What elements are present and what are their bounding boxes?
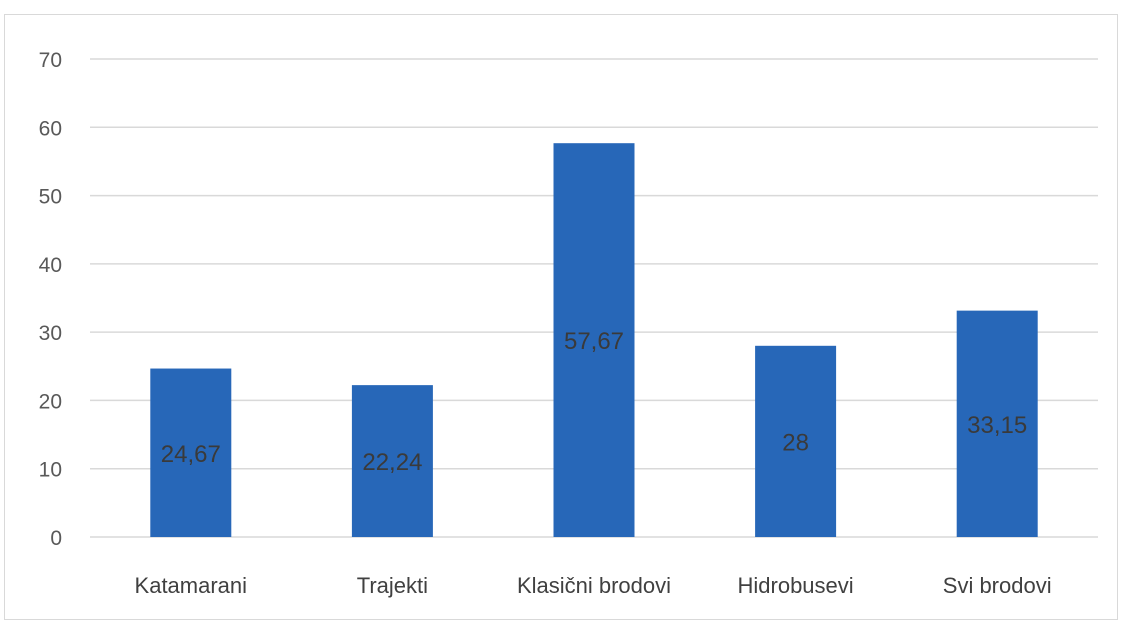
data-label: 33,15	[967, 412, 1027, 439]
y-tick-label: 0	[50, 527, 62, 550]
y-tick-label: 20	[39, 390, 62, 413]
bar-hidrobusevi	[755, 345, 837, 537]
x-category-label: Svi brodovi	[943, 573, 1052, 598]
x-axis-categories: Katamarani Trajekti Klasični brodovi Hidrob…	[135, 573, 1052, 598]
bar-trajekti	[351, 385, 433, 537]
data-label: 28	[782, 429, 809, 456]
data-labels: 24,67 22,24 57,67 28 33,15	[161, 328, 1027, 476]
y-axis-ticks: 0 10 20 30 40 50 60 70	[39, 49, 62, 550]
y-tick-label: 50	[39, 186, 62, 209]
bar-klasični-brodovi	[553, 143, 635, 537]
y-tick-label: 70	[39, 49, 62, 72]
x-category-label: Trajekti	[357, 573, 428, 598]
data-label: 22,24	[362, 449, 422, 476]
bar-svi-brodovi	[956, 310, 1038, 537]
x-category-label: Klasični brodovi	[517, 573, 671, 598]
bar-katamarani	[150, 368, 232, 537]
y-tick-label: 40	[39, 254, 62, 277]
x-category-label: Hidrobusevi	[738, 573, 854, 598]
data-label: 24,67	[161, 441, 221, 468]
y-tick-label: 60	[39, 117, 62, 140]
y-tick-label: 10	[39, 459, 62, 482]
y-tick-label: 30	[39, 322, 62, 345]
data-label: 57,67	[564, 328, 624, 355]
x-category-label: Katamarani	[135, 573, 248, 598]
bars	[150, 143, 1038, 537]
